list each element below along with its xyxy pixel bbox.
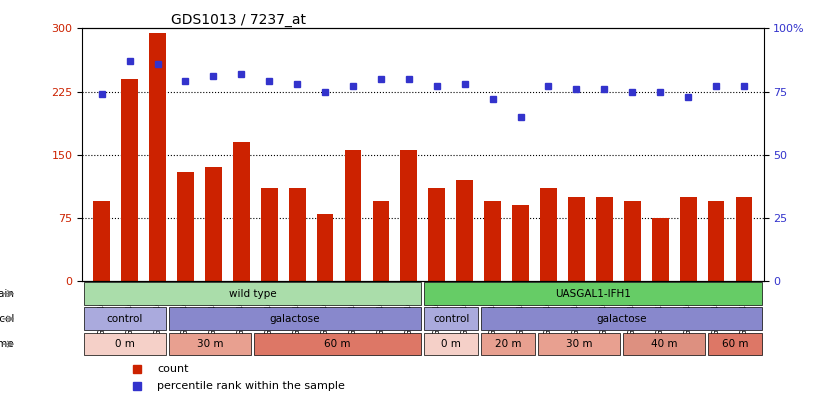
Bar: [540, 188, 557, 281]
Text: 30 m: 30 m: [566, 339, 592, 349]
FancyBboxPatch shape: [84, 307, 166, 330]
Bar: [233, 142, 250, 281]
Text: 0 m: 0 m: [115, 339, 135, 349]
Text: 40 m: 40 m: [651, 339, 677, 349]
FancyBboxPatch shape: [709, 333, 762, 356]
Bar: [401, 150, 417, 281]
Bar: [149, 32, 166, 281]
Bar: [708, 201, 724, 281]
Text: 0 m: 0 m: [441, 339, 461, 349]
FancyBboxPatch shape: [168, 333, 251, 356]
Bar: [624, 201, 640, 281]
Bar: [568, 197, 585, 281]
Bar: [512, 205, 529, 281]
Bar: [680, 197, 696, 281]
FancyBboxPatch shape: [168, 307, 421, 330]
Bar: [373, 201, 389, 281]
Text: galactose: galactose: [270, 314, 320, 324]
FancyBboxPatch shape: [84, 282, 421, 305]
Text: 60 m: 60 m: [722, 339, 749, 349]
Bar: [596, 197, 612, 281]
Text: wild type: wild type: [228, 289, 277, 298]
Bar: [345, 150, 361, 281]
FancyBboxPatch shape: [254, 333, 421, 356]
Text: count: count: [157, 364, 189, 374]
Text: 30 m: 30 m: [196, 339, 223, 349]
Text: 60 m: 60 m: [324, 339, 351, 349]
FancyBboxPatch shape: [84, 333, 166, 356]
Bar: [456, 180, 473, 281]
FancyBboxPatch shape: [481, 307, 762, 330]
FancyBboxPatch shape: [424, 333, 478, 356]
Bar: [205, 167, 222, 281]
Text: GDS1013 / 7237_at: GDS1013 / 7237_at: [171, 13, 305, 27]
Bar: [289, 188, 305, 281]
Bar: [484, 201, 501, 281]
Text: UASGAL1-IFH1: UASGAL1-IFH1: [555, 289, 631, 298]
Text: time: time: [0, 339, 14, 349]
Bar: [122, 79, 138, 281]
Bar: [177, 171, 194, 281]
FancyBboxPatch shape: [623, 333, 705, 356]
Bar: [736, 197, 752, 281]
Bar: [429, 188, 445, 281]
FancyBboxPatch shape: [424, 307, 478, 330]
Text: galactose: galactose: [596, 314, 647, 324]
Text: strain: strain: [0, 289, 14, 298]
Bar: [261, 188, 277, 281]
Text: percentile rank within the sample: percentile rank within the sample: [157, 381, 345, 391]
FancyBboxPatch shape: [424, 282, 762, 305]
Bar: [317, 213, 333, 281]
Bar: [652, 218, 668, 281]
Text: control: control: [433, 314, 470, 324]
Text: 20 m: 20 m: [495, 339, 521, 349]
FancyBboxPatch shape: [481, 333, 535, 356]
Bar: [94, 201, 110, 281]
FancyBboxPatch shape: [538, 333, 620, 356]
Text: growth protocol: growth protocol: [0, 314, 14, 324]
Text: control: control: [107, 314, 143, 324]
